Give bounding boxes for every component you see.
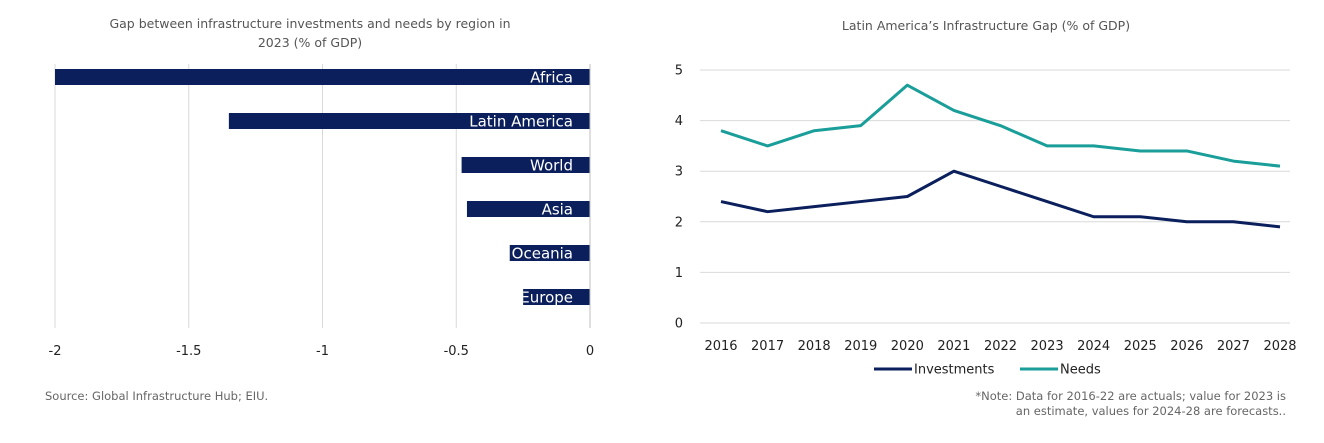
bar-chart-title-line-1: Gap between infrastructure investments a…: [109, 16, 510, 31]
bar-chart-title-line-2: 2023 (% of GDP): [258, 35, 362, 50]
bar-xtick-label-1: -1.5: [176, 344, 201, 359]
line-ytick-label-3: 3: [675, 165, 683, 180]
bar-xtick-label-3: -0.5: [444, 344, 469, 359]
line-xtick-label-2024: 2024: [1077, 339, 1110, 354]
bar-europe: [523, 289, 590, 305]
bar-label-asia: Asia: [542, 201, 573, 219]
line-xtick-label-2020: 2020: [891, 339, 924, 354]
line-xtick-label-2017: 2017: [751, 339, 784, 354]
bar-label-europe: Europe: [520, 289, 573, 307]
line-note-line-1: *Note: Data for 2016-22 are actuals; val…: [975, 389, 1286, 403]
bar-label-latin-america: Latin America: [469, 113, 573, 131]
bar-label-africa: Africa: [530, 69, 573, 87]
line-xtick-label-2027: 2027: [1217, 339, 1250, 354]
bar-label-world: World: [530, 157, 573, 175]
line-xtick-label-2018: 2018: [798, 339, 831, 354]
series-line-needs: [720, 83, 1281, 168]
line-xtick-label-2019: 2019: [844, 339, 877, 354]
line-xtick-label-2016: 2016: [704, 339, 737, 354]
bar-label-oceania: Oceania: [512, 245, 573, 263]
line-ytick-label-1: 1: [675, 266, 683, 281]
source-note: Source: Global Infrastructure Hub; EIU.: [45, 389, 268, 403]
bar-xtick-label-4: 0: [586, 344, 594, 359]
line-xtick-label-2023: 2023: [1031, 339, 1064, 354]
bar-world: [461, 157, 590, 173]
series-line-investments: [720, 169, 1281, 229]
legend-label-needs: Needs: [1060, 363, 1101, 378]
line-xtick-label-2028: 2028: [1263, 339, 1296, 354]
line-xtick-label-2021: 2021: [937, 339, 970, 354]
bar-latin-america: [228, 113, 590, 129]
bar-xtick-label-0: -2: [49, 344, 62, 359]
legend-label-investments: Investments: [914, 363, 995, 378]
bar-asia: [466, 201, 590, 217]
bar-xtick-label-2: -1: [316, 344, 329, 359]
line-ytick-label-2: 2: [675, 215, 683, 230]
bar-oceania: [509, 245, 590, 261]
line-xtick-label-2022: 2022: [984, 339, 1017, 354]
line-ytick-label-4: 4: [675, 114, 683, 129]
bar-africa: [55, 69, 590, 85]
line-xtick-label-2026: 2026: [1170, 339, 1203, 354]
line-xtick-label-2025: 2025: [1124, 339, 1157, 354]
line-ytick-label-5: 5: [675, 64, 683, 79]
line-note-line-2: an estimate, values for 2024-28 are fore…: [1016, 404, 1286, 418]
line-ytick-label-0: 0: [675, 317, 683, 332]
line-chart-title: Latin America’s Infrastructure Gap (% of…: [842, 18, 1130, 33]
